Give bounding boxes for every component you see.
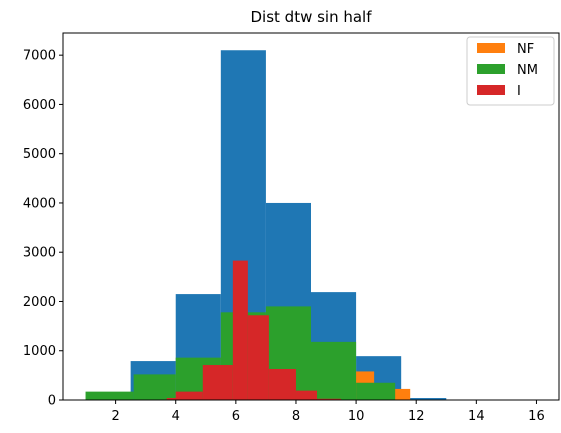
x-tick-label: 2 xyxy=(111,409,119,424)
x-tick-label: 6 xyxy=(232,409,240,424)
legend-swatch-i xyxy=(477,85,505,95)
bar-i xyxy=(268,368,296,400)
x-tick-label: 10 xyxy=(348,409,365,424)
y-tick-label: 3000 xyxy=(23,246,56,261)
legend-swatch-nm xyxy=(477,64,505,74)
bar-nm xyxy=(311,341,357,400)
legend-swatch-nf xyxy=(477,43,505,53)
bar-i xyxy=(247,315,269,400)
y-tick-label: 6000 xyxy=(23,98,56,113)
bar-nm xyxy=(356,382,396,400)
chart-title: Dist dtw sin half xyxy=(250,8,372,26)
bar-all xyxy=(401,398,447,400)
y-tick-label: 1000 xyxy=(23,344,56,359)
legend-label-i: I xyxy=(517,84,521,99)
bar-nm xyxy=(85,391,134,400)
legend: NF NM I xyxy=(466,36,555,106)
y-tick-label: 2000 xyxy=(23,295,56,310)
legend-label-nf: NF xyxy=(517,42,534,57)
y-axis: 0 1000 2000 3000 4000 5000 6000 7000 xyxy=(23,49,63,409)
y-tick-label: 7000 xyxy=(23,49,56,64)
y-tick-label: 5000 xyxy=(23,147,56,162)
x-tick-label: 12 xyxy=(408,409,425,424)
bar-i xyxy=(317,398,342,400)
plot-frame xyxy=(62,32,560,401)
x-axis: 2 4 6 8 10 12 14 16 xyxy=(111,400,545,424)
bar-i xyxy=(232,260,248,400)
bar-i xyxy=(175,391,203,400)
y-tick-label: 0 xyxy=(48,394,56,409)
y-tick-label: 4000 xyxy=(23,196,56,211)
x-tick-label: 8 xyxy=(292,409,300,424)
x-tick-label: 14 xyxy=(468,409,485,424)
legend-label-nm: NM xyxy=(517,63,538,78)
bar-i xyxy=(202,365,233,400)
bar-nm xyxy=(133,374,176,400)
bar-i xyxy=(295,390,318,400)
x-tick-label: 4 xyxy=(172,409,180,424)
bars-layer xyxy=(85,50,537,401)
x-tick-label: 16 xyxy=(528,409,545,424)
